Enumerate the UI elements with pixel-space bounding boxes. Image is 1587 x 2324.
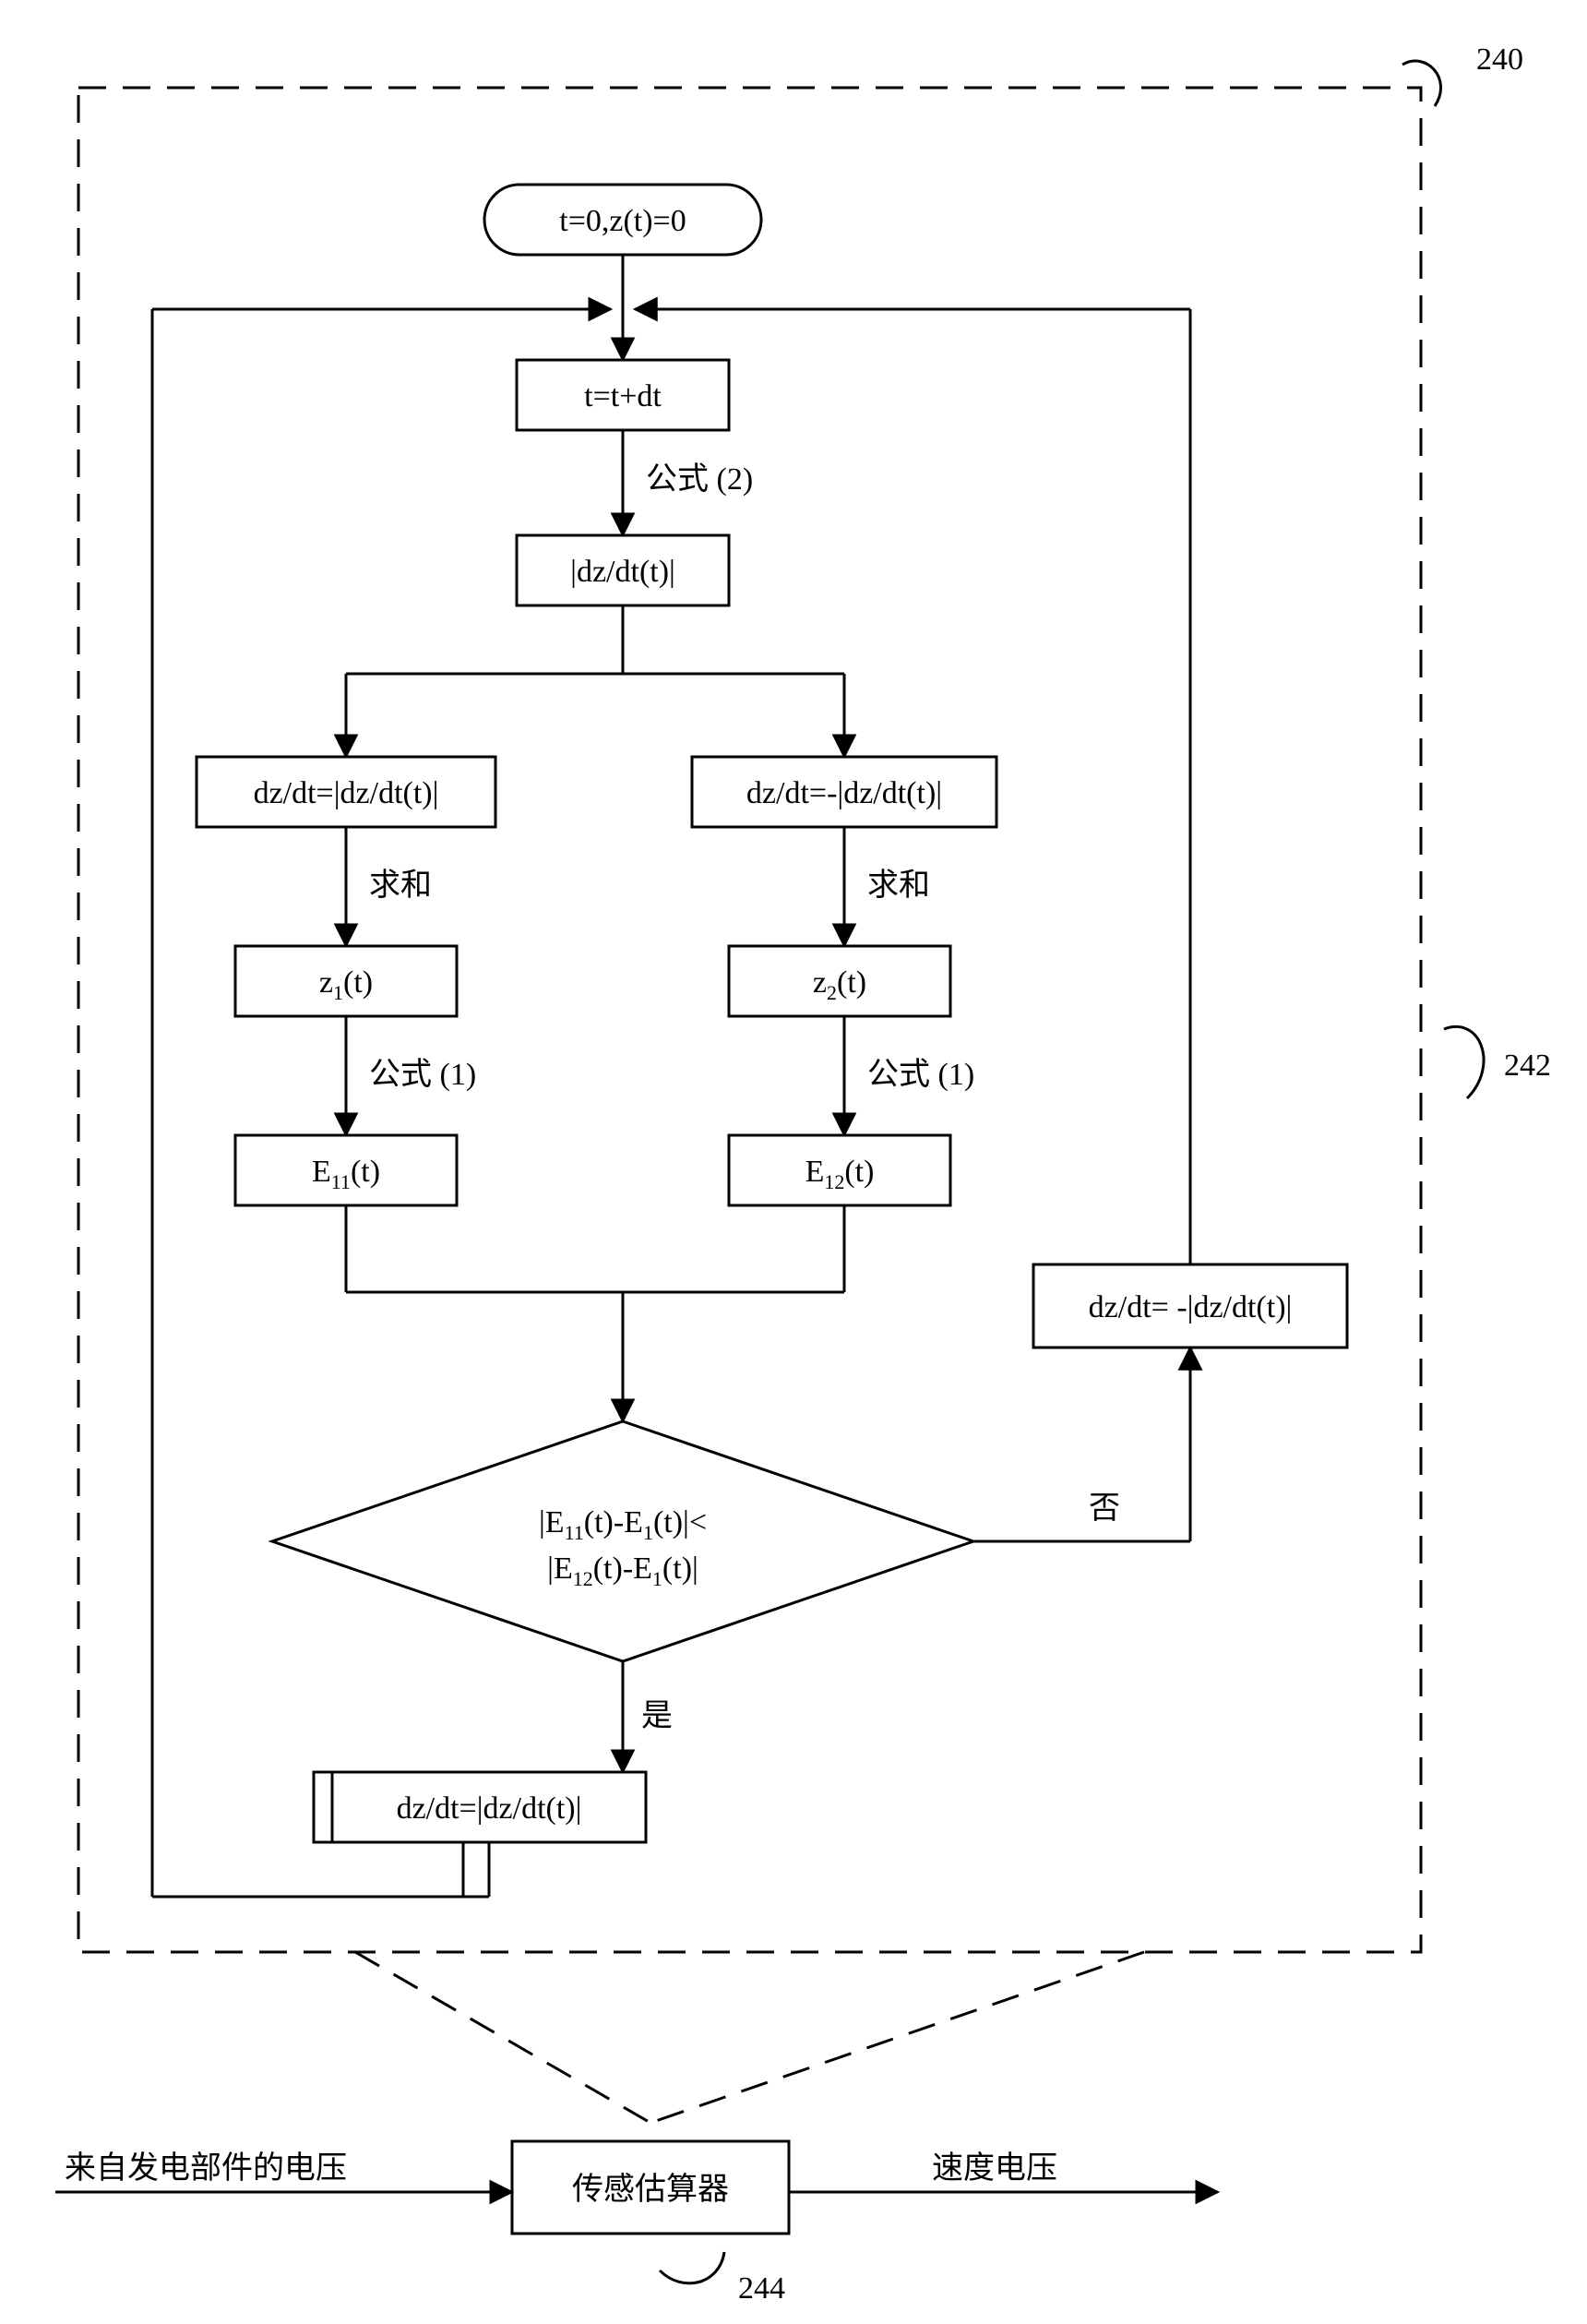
ref-242-label: 242 <box>1504 1048 1551 1083</box>
abs-node: |dz/dt(t)| <box>517 535 729 605</box>
ref-244-label: 244 <box>738 2271 785 2306</box>
svg-text:dz/dt= -|dz/dt(t)|: dz/dt= -|dz/dt(t)| <box>1089 1290 1293 1324</box>
e12-node: E12(t) <box>729 1135 950 1205</box>
e11-node: E11(t) <box>235 1135 457 1205</box>
svg-text:z2(t): z2(t) <box>813 965 866 1004</box>
svg-text:t=t+dt: t=t+dt <box>584 379 662 413</box>
right-assign-node: dz/dt=-|dz/dt(t)| <box>692 757 996 827</box>
svg-text:dz/dt=-|dz/dt(t)|: dz/dt=-|dz/dt(t)| <box>746 776 942 810</box>
svg-text:|E12(t)-E1(t)|: |E12(t)-E1(t)| <box>547 1551 698 1590</box>
label-yes: 是 <box>641 1699 673 1733</box>
dashed-container <box>78 88 1421 1952</box>
ref-240-label: 240 <box>1476 42 1523 77</box>
label-f1-right: 公式 (1) <box>867 1058 974 1092</box>
z1-node: z1(t) <box>235 946 457 1016</box>
svg-text:|dz/dt(t)|: |dz/dt(t)| <box>570 555 675 589</box>
output-label: 速度电压 <box>932 2150 1057 2186</box>
svg-text:dz/dt=|dz/dt(t)|: dz/dt=|dz/dt(t)| <box>254 776 439 810</box>
start-node: t=0,z(t)=0 <box>484 185 761 255</box>
svg-text:t=0,z(t)=0: t=0,z(t)=0 <box>559 204 686 238</box>
label-formula2: 公式 (2) <box>646 462 753 497</box>
input-label: 来自发电部件的电压 <box>65 2150 347 2186</box>
label-sum-left: 求和 <box>369 869 432 903</box>
svg-text:|E11(t)-E1(t)|<: |E11(t)-E1(t)|< <box>539 1505 707 1544</box>
funnel-right <box>650 1952 1144 2123</box>
no-box-node: dz/dt= -|dz/dt(t)| <box>1033 1264 1347 1348</box>
z2-node: z2(t) <box>729 946 950 1016</box>
svg-text:z1(t): z1(t) <box>319 965 373 1004</box>
svg-text:dz/dt=|dz/dt(t)|: dz/dt=|dz/dt(t)| <box>397 1791 582 1826</box>
ref-242-leader <box>1444 1026 1484 1098</box>
sensor-estimator-node: 传感估算器 <box>512 2141 789 2234</box>
label-sum-right: 求和 <box>867 869 930 903</box>
ref-244-leader <box>660 2252 724 2283</box>
svg-text:传感估算器: 传感估算器 <box>572 2172 729 2207</box>
label-no: 否 <box>1089 1491 1120 1526</box>
funnel-left <box>355 1952 650 2123</box>
decision-node: |E11(t)-E1(t)|< |E12(t)-E1(t)| <box>272 1421 973 1661</box>
increment-node: t=t+dt <box>517 360 729 430</box>
left-assign-node: dz/dt=|dz/dt(t)| <box>197 757 495 827</box>
label-f1-left: 公式 (1) <box>369 1058 476 1092</box>
